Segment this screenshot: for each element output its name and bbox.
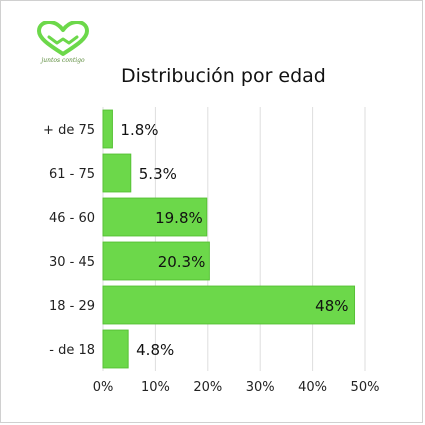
category-label: 18 - 29: [49, 299, 95, 314]
bar: [102, 285, 356, 325]
category-label: 46 - 60: [49, 211, 95, 226]
data-label: 4.8%: [136, 341, 174, 359]
logo: juntos contigo: [31, 21, 95, 71]
x-tick-label: 30%: [246, 380, 275, 395]
bar: [102, 109, 113, 149]
chart-title: Distribución por edad: [121, 65, 326, 87]
bar: [102, 329, 129, 369]
category-label: + de 75: [43, 123, 95, 138]
data-label: 5.3%: [139, 165, 177, 183]
category-label: 61 - 75: [49, 167, 95, 182]
heart-hands-icon: [37, 21, 89, 56]
logo-caption: juntos contigo: [41, 57, 85, 64]
x-tick-label: 40%: [298, 380, 327, 395]
x-tick-label: 50%: [351, 380, 380, 395]
x-tick-label: 10%: [141, 380, 170, 395]
category-label: - de 18: [49, 343, 95, 358]
x-tick-label: 20%: [193, 380, 222, 395]
x-tick-label: 0%: [93, 380, 114, 395]
bar: [102, 241, 210, 281]
data-label: 1.8%: [120, 121, 158, 139]
bar: [102, 153, 132, 193]
data-label: 20.3%: [158, 253, 206, 271]
category-label: 30 - 45: [49, 255, 95, 270]
data-label: 48%: [315, 297, 348, 315]
data-label: 19.8%: [155, 209, 203, 227]
bar: [102, 197, 208, 237]
